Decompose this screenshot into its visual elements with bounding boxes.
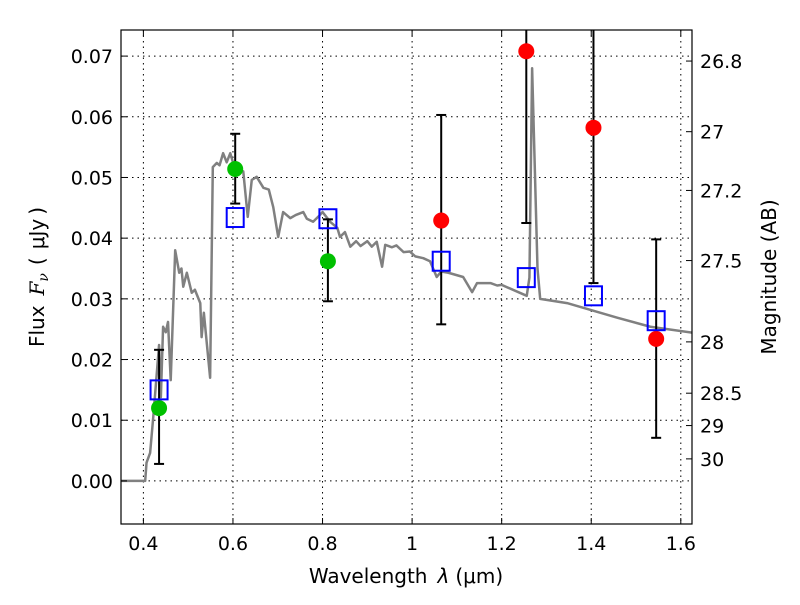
detections-point	[151, 400, 168, 417]
y-tick-label: 0.07	[71, 46, 113, 68]
x-tick-label: 1.6	[666, 533, 696, 555]
model-photometry-square	[318, 208, 338, 230]
y-tick-label: 0.03	[71, 289, 113, 311]
x-tick-label: 0.4	[128, 533, 158, 555]
model-photometry-square	[149, 379, 169, 401]
y-tick-label: 0.02	[71, 350, 113, 372]
ticks: 0.4 0.6 0.8 1 1.2 1.4 1.6 0.00 0.01 0.02 0.03 0.04 0…	[71, 30, 742, 555]
y-tick-label: 0.04	[71, 228, 113, 250]
y2-tick-label: 27	[700, 122, 724, 144]
y-tick-label: 0.06	[71, 107, 113, 129]
x-tick-label: 0.8	[307, 533, 337, 555]
x-axis-label: Wavelength λ (μm)	[309, 564, 503, 588]
y2-tick-label: 28.5	[700, 383, 742, 405]
x-tick-label: 1.4	[576, 533, 606, 555]
y2-axis-label: Magnitude (AB)	[757, 199, 781, 354]
low-S-N-point	[433, 212, 450, 229]
y2-tick-label: 27.2	[700, 180, 742, 202]
y-tick-label: 0.05	[71, 167, 113, 189]
y2-tick-label: 29	[700, 416, 724, 438]
plot-content	[121, 30, 692, 483]
y-tick-label: 0.00	[71, 471, 113, 493]
low-S-N-point	[585, 119, 602, 136]
axes-frame	[120, 29, 693, 525]
spectrum-line	[121, 66, 692, 483]
y2-tick-label: 26.8	[700, 51, 742, 73]
low-S-N-point	[648, 330, 665, 347]
y2-tick-label: 27.5	[700, 251, 742, 273]
y2-tick-label: 30	[700, 449, 724, 471]
x-tick-label: 1	[406, 533, 418, 555]
x-tick-label: 0.6	[218, 533, 248, 555]
low-S-N-point	[518, 43, 535, 60]
y-axis-label: FluxFν(μJy)	[25, 207, 52, 347]
model-photometry-square	[516, 267, 536, 289]
detections-point	[319, 253, 336, 270]
model-photometry-square	[646, 310, 666, 332]
plot-area	[121, 30, 692, 524]
y2-tick-label: 28	[700, 332, 724, 354]
model-photometry-square	[225, 207, 245, 229]
model-photometry-square	[583, 285, 603, 307]
y-tick-label: 0.01	[71, 410, 113, 432]
detections-point	[227, 160, 244, 177]
x-tick-label: 1.2	[487, 533, 517, 555]
model-photometry-square	[431, 250, 451, 272]
